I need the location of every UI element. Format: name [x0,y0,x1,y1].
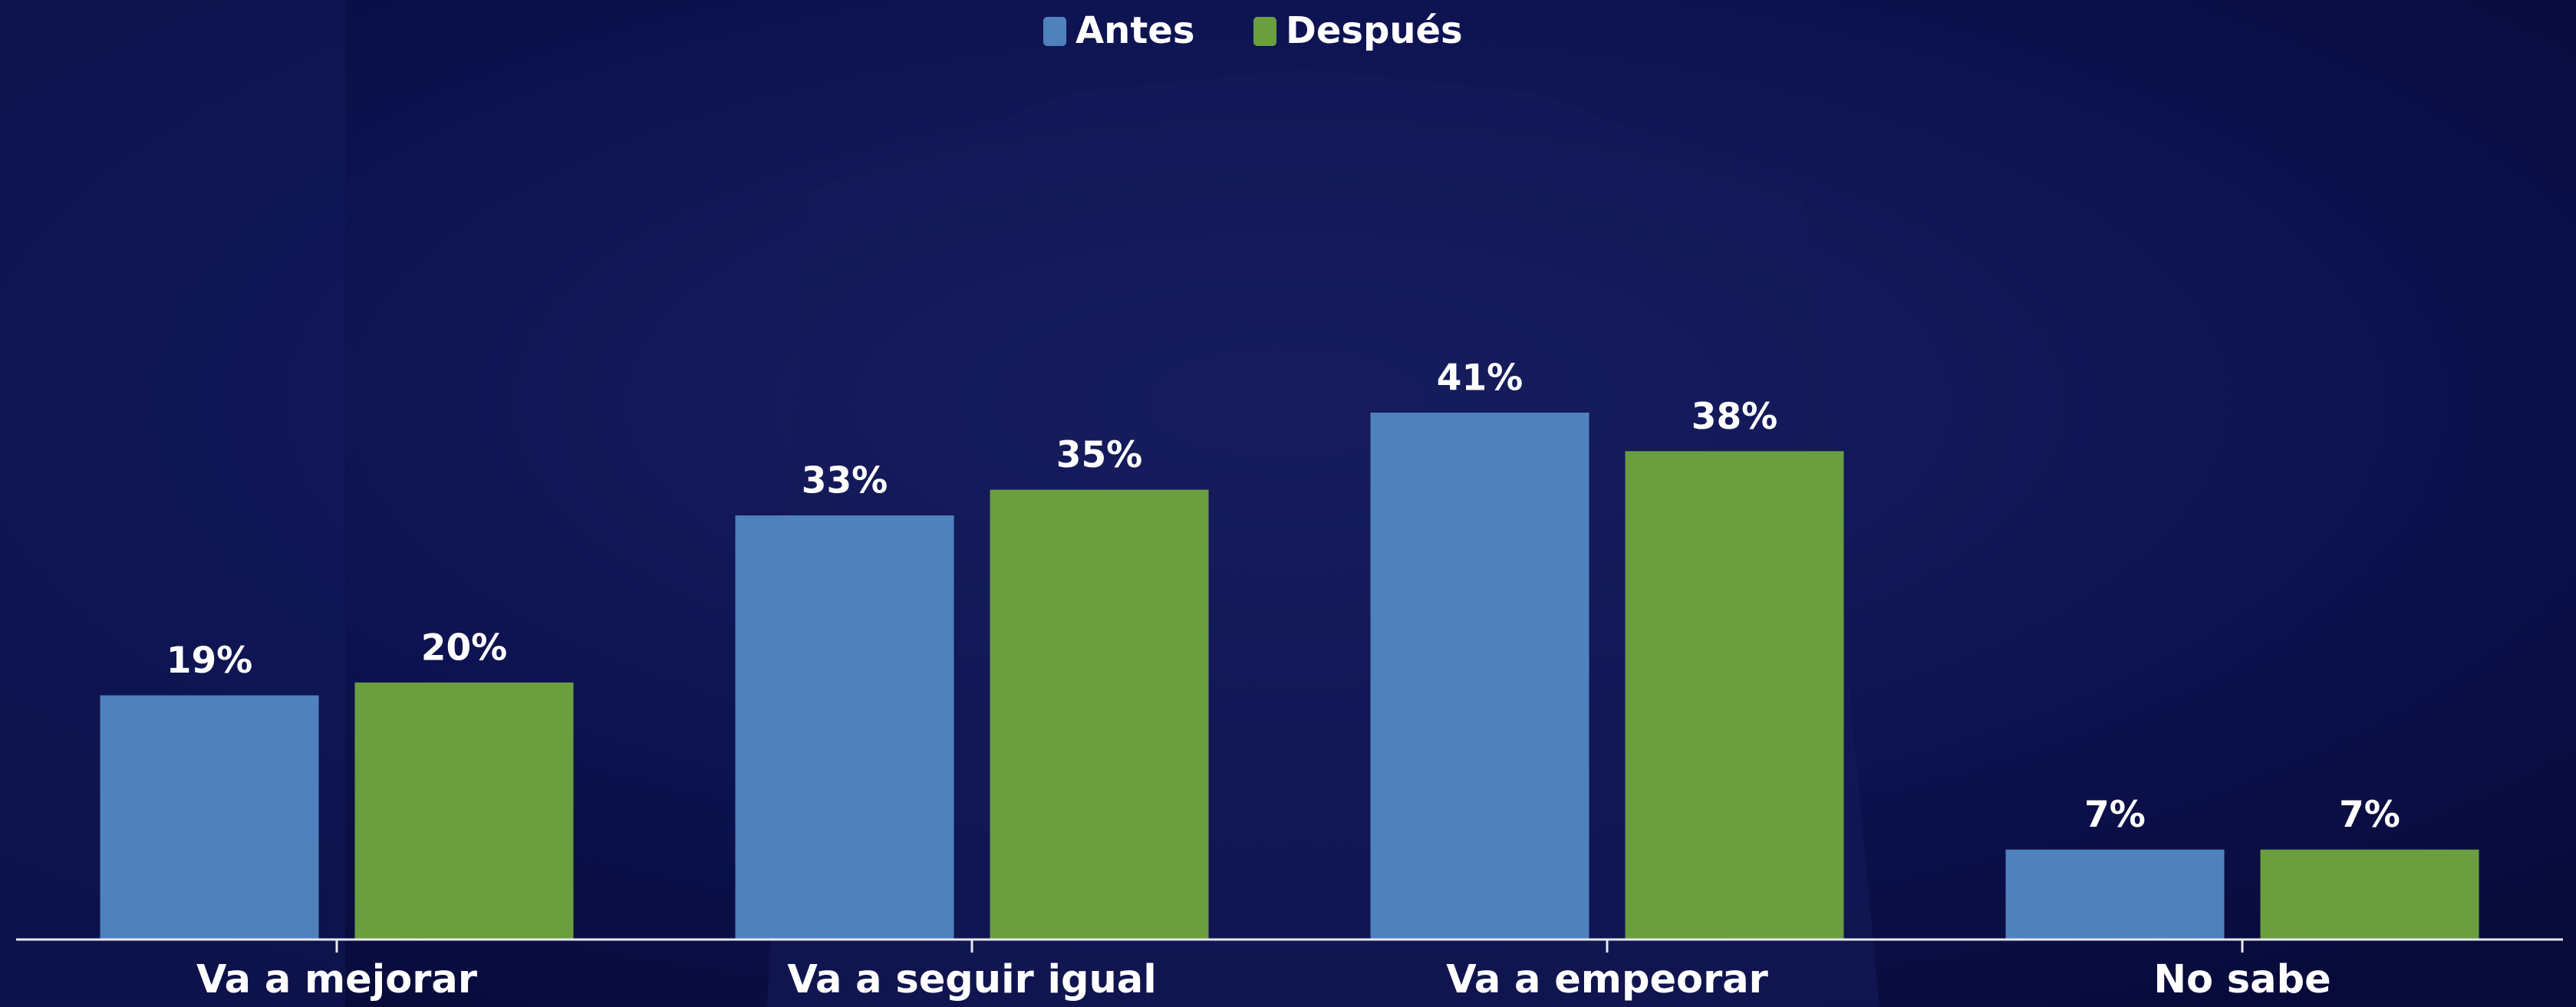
value-label: 33% [802,460,888,502]
legend-swatch [1253,17,1276,46]
page: {"chart_data": {"type": "bar", "categori… [0,0,2576,1007]
bar [100,696,319,940]
value-label: 41% [1437,357,1524,400]
bar [990,490,1209,940]
value-label: 38% [1692,396,1778,438]
bar [2261,850,2479,940]
bar [355,683,574,940]
chart: Antes Después 19% 33% 41% 7% 20% 35% 38% 7% Va a m… [0,0,2576,1007]
bar [736,515,954,940]
x-tick-label: Va a mejorar [196,957,477,1002]
x-tick-label: Va a empeorar [1446,957,1768,1002]
value-label: 7% [2339,794,2400,836]
x-tick-label: Va a seguir igual [787,957,1156,1002]
legend-label: Antes [1076,9,1194,52]
bar [1371,413,1589,940]
bar [1626,451,1844,940]
value-label: 7% [2084,794,2146,836]
legend-swatch [1043,17,1066,46]
value-label: 19% [166,640,253,682]
value-label: 20% [421,627,508,669]
value-label: 35% [1056,434,1143,476]
x-tick-label: No sabe [2153,957,2331,1002]
bar [2006,850,2225,940]
legend-label: Después [1286,9,1463,52]
